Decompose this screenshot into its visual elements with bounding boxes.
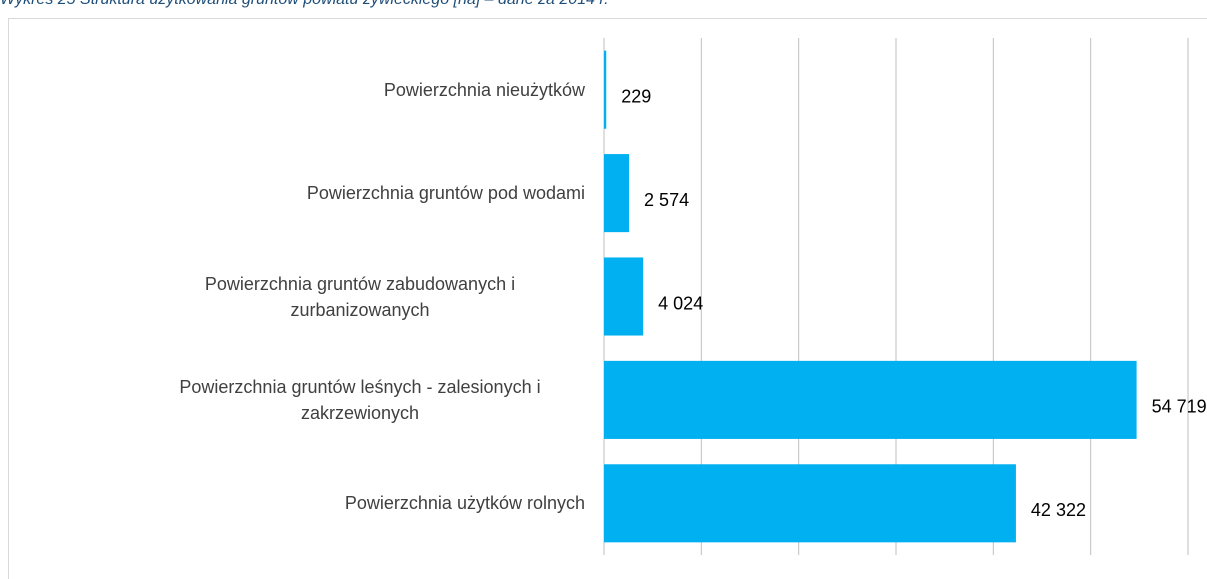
category-label: Powierzchnia nieużytków: [383, 79, 585, 100]
bar: [604, 154, 630, 233]
chart-frame: [8, 18, 1207, 579]
value-label: 54 719: [1152, 397, 1207, 417]
bar: [604, 464, 1016, 543]
value-label: 2 574: [644, 190, 689, 210]
category-label: Powierzchnia gruntów zabudowanych i zurb…: [204, 273, 516, 320]
value-label: 229: [621, 86, 651, 106]
value-label: 42 322: [1031, 500, 1086, 520]
category-label: Powierzchnia gruntów pod wodami: [306, 183, 585, 204]
chart-title: Wykres 25 Struktura użytkowania gruntów …: [0, 0, 609, 9]
bar: [604, 360, 1137, 439]
value-label: 4 024: [658, 293, 703, 313]
bar: [604, 257, 644, 336]
category-label: Powierzchnia użytków rolnych: [344, 493, 585, 514]
category-label: Powierzchnia gruntów leśnych - zalesiony…: [179, 376, 541, 423]
bar: [604, 50, 607, 129]
